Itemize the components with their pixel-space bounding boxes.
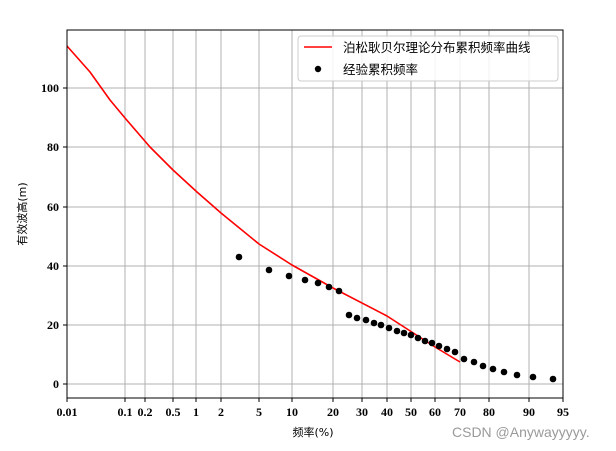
empirical-point	[370, 319, 378, 327]
empirical-point	[470, 358, 478, 366]
theory-curve	[66, 45, 461, 363]
x-tick-label: 5	[256, 405, 262, 419]
theory-curve-line	[66, 45, 461, 363]
empirical-point	[460, 355, 468, 363]
x-tick-label: 1	[193, 405, 199, 419]
legend-dot-icon	[314, 65, 322, 73]
x-tick-label: 30	[356, 405, 368, 419]
y-axis-label: 有效波高(m)	[15, 182, 29, 245]
empirical-point	[345, 311, 353, 319]
y-tick-label: 20	[47, 318, 59, 332]
empirical-point	[451, 348, 459, 356]
empirical-point	[377, 321, 385, 329]
empirical-point	[362, 316, 370, 324]
x-tick-label: 80	[483, 405, 495, 419]
empirical-point	[301, 276, 309, 284]
x-tick-label: 50	[405, 405, 417, 419]
y-tick-label: 80	[47, 140, 59, 154]
empirical-point	[414, 334, 422, 342]
empirical-point	[435, 342, 443, 350]
empirical-point	[265, 266, 273, 274]
x-tick-label: 70	[454, 405, 466, 419]
empirical-point	[314, 279, 322, 287]
empirical-point	[335, 287, 343, 295]
x-tick-label: 0.01	[57, 405, 78, 419]
empirical-point	[428, 339, 436, 347]
x-tick-label: 95	[557, 405, 569, 419]
x-tick-label: 10	[286, 405, 298, 419]
empirical-point	[489, 365, 497, 373]
legend-box	[297, 35, 559, 82]
x-tick-label: 90	[523, 405, 535, 419]
y-axis-ticks: 0 20 40 60 80 100	[41, 81, 67, 391]
empirical-point	[443, 345, 451, 353]
legend-line-label: 泊松耿贝尔理论分布累积频率曲线	[343, 40, 531, 55]
x-tick-label: 0.1	[118, 405, 133, 419]
empirical-point	[407, 331, 415, 339]
empirical-point	[549, 375, 557, 383]
y-tick-label: 60	[47, 200, 59, 214]
empirical-point	[421, 337, 429, 345]
empirical-point	[385, 324, 393, 332]
x-axis-label: 频率(%)	[292, 425, 333, 439]
empirical-point	[285, 272, 293, 280]
empirical-points	[235, 253, 557, 383]
plot-frame	[66, 29, 564, 399]
grid-lines	[67, 30, 563, 398]
y-tick-label: 0	[53, 377, 59, 391]
empirical-point	[325, 283, 333, 291]
legend: 泊松耿贝尔理论分布累积频率曲线 经验累积频率	[297, 35, 559, 82]
x-tick-label: 20	[327, 405, 339, 419]
empirical-point	[353, 314, 361, 322]
x-tick-label: 60	[429, 405, 441, 419]
y-tick-label: 100	[41, 81, 59, 95]
empirical-point	[400, 329, 408, 337]
y-tick-label: 40	[47, 259, 59, 273]
legend-scatter-label: 经验累积频率	[343, 62, 418, 77]
x-tick-label: 0.5	[166, 405, 181, 419]
empirical-point	[235, 253, 243, 261]
watermark: CSDN @Anywayyyyy.	[452, 424, 590, 440]
empirical-point	[529, 373, 537, 381]
empirical-point	[500, 368, 508, 376]
x-tick-label: 40	[381, 405, 393, 419]
x-tick-label: 2	[218, 405, 224, 419]
empirical-point	[479, 362, 487, 370]
empirical-point	[513, 371, 521, 379]
empirical-point	[393, 327, 401, 335]
x-tick-label: 0.2	[138, 405, 153, 419]
x-axis-ticks: 0.01 0.1 0.2 0.5 1 2 5 10 20 30 40 50 60 70 80 90 95	[57, 398, 569, 419]
